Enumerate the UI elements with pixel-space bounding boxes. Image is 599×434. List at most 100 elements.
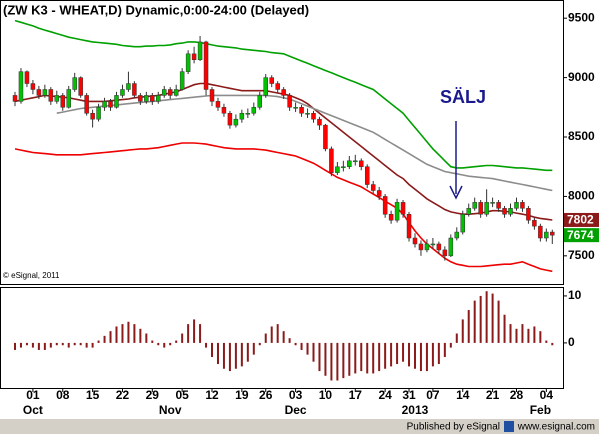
x-tick-label: 24 [378, 388, 392, 402]
y-tick-label: 0 [568, 335, 575, 349]
oscillator-bar [14, 342, 16, 350]
candle-body [179, 71, 185, 90]
candle-body [251, 107, 257, 114]
candle-body [42, 89, 48, 96]
candle-body [400, 202, 406, 215]
candle-body [120, 89, 125, 96]
oscillator-bar [133, 324, 136, 343]
candle-body [406, 213, 412, 239]
candle-body [466, 208, 471, 215]
candle-body [496, 202, 501, 209]
candle-body [126, 83, 131, 90]
candle-body [78, 77, 83, 96]
annotation: SÄLJ [440, 87, 486, 107]
candle-body [317, 118, 322, 126]
oscillator-bar [330, 342, 333, 381]
x-tick-label: 05 [175, 388, 189, 402]
candle-body [329, 148, 334, 173]
y-tick-label: 10 [568, 288, 582, 302]
oscillator-bar [551, 342, 554, 346]
x-tick-label: 17 [349, 388, 363, 402]
candle-body [138, 95, 143, 102]
candle-body [233, 118, 239, 126]
oscillator-bar [252, 342, 255, 355]
oscillator-bar [390, 342, 393, 367]
oscillator-bar [360, 342, 363, 372]
candle-body [102, 101, 107, 108]
oscillator-bar [139, 328, 142, 343]
x-tick-label: 21 [486, 388, 500, 402]
month-label: 2013 [402, 403, 429, 417]
oscillator-bar [425, 342, 428, 372]
candle-body [418, 243, 424, 251]
footer-bar [0, 419, 599, 434]
candle-body [394, 202, 400, 221]
month-label: Nov [159, 403, 182, 417]
candle-body [388, 213, 394, 221]
candle-body [502, 208, 507, 215]
oscillator-bar [97, 340, 100, 343]
oscillator-bar [49, 342, 52, 348]
oscillator-bar [461, 319, 464, 343]
candle-body [263, 77, 268, 96]
oscillator-bar [431, 342, 434, 367]
candle-body [191, 53, 197, 61]
oscillator-bar [533, 326, 536, 343]
oscillator-bar [216, 342, 219, 365]
x-tick-label: 29 [146, 388, 160, 402]
oscillator-bar [103, 335, 106, 343]
oscillator-bar [85, 342, 88, 348]
oscillator-bar [67, 342, 70, 348]
candle-body [508, 208, 513, 215]
x-tick-label: 19 [235, 388, 249, 402]
price-label: 7674 [567, 228, 594, 242]
candle-body [484, 202, 489, 215]
candle-body [269, 77, 274, 84]
x-tick-label: 07 [426, 388, 440, 402]
oscillator-bar [419, 342, 422, 372]
oscillator-bar [115, 326, 118, 343]
x-tick-label: 26 [259, 388, 273, 402]
candle-body [526, 208, 531, 221]
oscillator-bar [318, 342, 321, 372]
oscillator-bar [19, 342, 22, 348]
candle-body [520, 202, 525, 209]
candle-body [430, 243, 436, 246]
oscillator-bar [258, 342, 261, 346]
oscillator-bar [270, 326, 273, 343]
oscillator-bar [348, 342, 351, 376]
month-label: Dec [285, 403, 307, 417]
oscillator-bar [37, 342, 40, 350]
x-tick-label: 15 [86, 388, 100, 402]
candle-body [299, 107, 304, 114]
candle-body [108, 101, 113, 108]
x-tick-label: 04 [540, 388, 554, 402]
candle-body [84, 95, 89, 114]
oscillator-bar [246, 342, 249, 362]
oscillator-bar [413, 342, 416, 369]
candle-body [544, 231, 549, 239]
oscillator-bar [205, 342, 208, 348]
oscillator-bar [145, 333, 148, 343]
x-tick-label: 14 [456, 388, 470, 402]
candle-body [197, 41, 203, 61]
oscillator-bar [342, 342, 345, 379]
oscillator-bar [396, 342, 399, 365]
oscillator-bar [43, 342, 46, 350]
oscillator-bar [467, 310, 470, 343]
candle-body [60, 95, 66, 108]
oscillator-bar [545, 340, 548, 343]
candle-body [90, 112, 95, 120]
x-tick-label: 01 [26, 388, 40, 402]
footer-site: www.esignal.com [517, 422, 595, 433]
candle-body [48, 89, 54, 102]
oscillator-bar [193, 319, 196, 343]
candle-body [353, 160, 358, 163]
price-label-box [564, 212, 599, 227]
candle-body [359, 160, 364, 167]
candle-body [335, 166, 340, 173]
candle-body [72, 77, 77, 90]
y-tick-label: 7500 [568, 248, 595, 262]
candle-body [305, 112, 310, 115]
oscillator-bar [109, 331, 112, 343]
